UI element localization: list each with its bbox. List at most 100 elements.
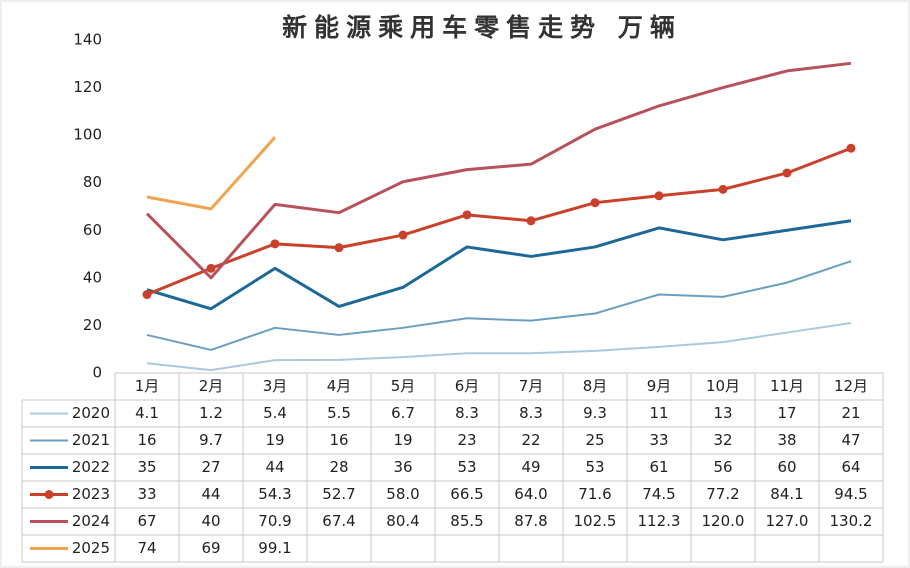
y-tick-label: 20 bbox=[83, 316, 102, 334]
table-cell: 27 bbox=[201, 458, 220, 476]
table-cell: 32 bbox=[713, 431, 732, 449]
table-cell: 120.0 bbox=[702, 512, 745, 530]
table-cell: 17 bbox=[777, 404, 796, 422]
marker bbox=[270, 239, 280, 249]
legend-label: 2024 bbox=[72, 512, 110, 530]
table-cell: 60 bbox=[777, 458, 796, 476]
table-cell: 67.4 bbox=[322, 512, 355, 530]
table-cell: 54.3 bbox=[258, 485, 291, 503]
table-cell: 56 bbox=[713, 458, 732, 476]
series-line bbox=[146, 219, 852, 311]
table-cell: 22 bbox=[521, 431, 540, 449]
table-cell: 66.5 bbox=[450, 485, 483, 503]
table-cell: 53 bbox=[457, 458, 476, 476]
table-cell: 1.2 bbox=[199, 404, 223, 422]
legend-label: 2023 bbox=[72, 485, 110, 503]
marker bbox=[334, 243, 344, 253]
table-cell: 25 bbox=[585, 431, 604, 449]
table-cell: 49 bbox=[521, 458, 540, 476]
table-cell: 87.8 bbox=[514, 512, 547, 530]
series-line bbox=[146, 260, 852, 351]
table-cell: 35 bbox=[137, 458, 156, 476]
marker bbox=[590, 198, 600, 208]
marker bbox=[398, 230, 408, 240]
table-cell: 11 bbox=[649, 404, 668, 422]
table-cell: 64.0 bbox=[514, 485, 547, 503]
marker bbox=[206, 263, 216, 273]
table-cell: 8.3 bbox=[455, 404, 479, 422]
x-tick-label: 9月 bbox=[647, 377, 672, 395]
table-cell: 85.5 bbox=[450, 512, 483, 530]
table-cell: 53 bbox=[585, 458, 604, 476]
table-cell: 74 bbox=[137, 539, 156, 557]
legend-label: 2025 bbox=[72, 539, 110, 557]
y-tick-label: 120 bbox=[73, 78, 102, 96]
marker bbox=[654, 191, 664, 201]
y-tick-label: 80 bbox=[83, 173, 102, 191]
table-cell: 8.3 bbox=[519, 404, 543, 422]
table-cell: 16 bbox=[137, 431, 156, 449]
table-cell: 112.3 bbox=[638, 512, 681, 530]
table-cell: 40 bbox=[201, 512, 220, 530]
table-cell: 58.0 bbox=[386, 485, 419, 503]
table-cell: 84.1 bbox=[770, 485, 803, 503]
marker bbox=[142, 290, 152, 300]
table-cell: 52.7 bbox=[322, 485, 355, 503]
series-line bbox=[146, 322, 852, 372]
table-cell: 61 bbox=[649, 458, 668, 476]
y-tick-label: 100 bbox=[73, 126, 102, 144]
table-cell: 77.2 bbox=[706, 485, 739, 503]
table-cell: 94.5 bbox=[834, 485, 867, 503]
series-line bbox=[146, 136, 277, 211]
series-line bbox=[145, 61, 852, 280]
table-cell: 19 bbox=[265, 431, 284, 449]
table-cell: 21 bbox=[841, 404, 860, 422]
x-tick-label: 2月 bbox=[199, 377, 224, 395]
table-cell: 99.1 bbox=[258, 539, 291, 557]
marker bbox=[718, 184, 728, 194]
series-line bbox=[146, 146, 852, 296]
table-cell: 127.0 bbox=[766, 512, 809, 530]
table-cell: 44 bbox=[201, 485, 220, 503]
table-cell: 80.4 bbox=[386, 512, 419, 530]
table-cell: 9.7 bbox=[199, 431, 223, 449]
table-cell: 44 bbox=[265, 458, 284, 476]
x-tick-label: 4月 bbox=[327, 377, 352, 395]
table-cell: 33 bbox=[137, 485, 156, 503]
x-tick-label: 6月 bbox=[455, 377, 480, 395]
marker bbox=[782, 168, 792, 178]
x-tick-label: 1月 bbox=[135, 377, 160, 395]
x-tick-label: 11月 bbox=[770, 377, 804, 395]
table-cell: 5.4 bbox=[263, 404, 287, 422]
table-cell: 5.5 bbox=[327, 404, 351, 422]
x-tick-label: 3月 bbox=[263, 377, 288, 395]
marker bbox=[526, 216, 536, 226]
y-tick-label: 40 bbox=[83, 268, 102, 286]
x-tick-label: 12月 bbox=[834, 377, 868, 395]
legend-label: 2021 bbox=[72, 431, 110, 449]
table-cell: 70.9 bbox=[258, 512, 291, 530]
table-cell: 38 bbox=[777, 431, 796, 449]
table-cell: 71.6 bbox=[578, 485, 611, 503]
table-cell: 4.1 bbox=[135, 404, 159, 422]
x-tick-label: 7月 bbox=[519, 377, 544, 395]
table-cell: 19 bbox=[393, 431, 412, 449]
y-tick-label: 60 bbox=[83, 221, 102, 239]
table-cell: 9.3 bbox=[583, 404, 607, 422]
x-tick-label: 5月 bbox=[391, 377, 416, 395]
legend-label: 2020 bbox=[72, 404, 110, 422]
marker bbox=[462, 210, 472, 220]
table-cell: 6.7 bbox=[391, 404, 415, 422]
table-cell: 130.2 bbox=[830, 512, 873, 530]
table-cell: 69 bbox=[201, 539, 220, 557]
x-tick-label: 10月 bbox=[706, 377, 740, 395]
table-cell: 67 bbox=[137, 512, 156, 530]
table-cell: 47 bbox=[841, 431, 860, 449]
y-tick-label: 0 bbox=[92, 364, 102, 382]
marker bbox=[846, 143, 856, 153]
y-tick-label: 140 bbox=[73, 31, 102, 49]
table-cell: 102.5 bbox=[574, 512, 617, 530]
x-tick-label: 8月 bbox=[583, 377, 608, 395]
table-cell: 33 bbox=[649, 431, 668, 449]
